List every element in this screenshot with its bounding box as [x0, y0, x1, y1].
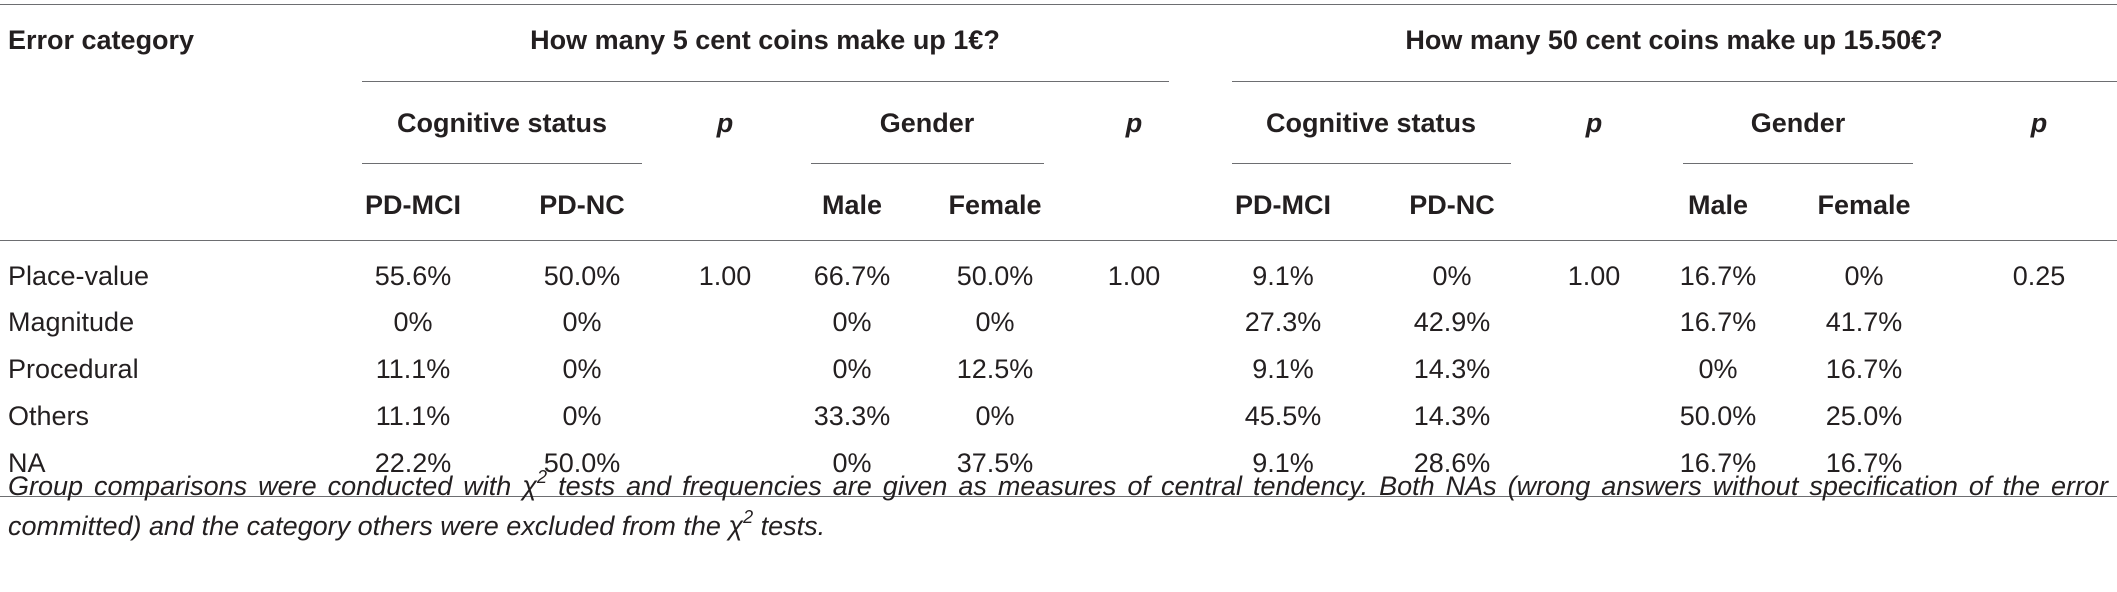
q1-cognitive-underline — [362, 163, 642, 164]
table-cell: 50.0% — [1679, 401, 1757, 431]
table-cell: 27.3% — [1244, 307, 1322, 337]
footnote-superscript-1: 2 — [537, 467, 548, 487]
table-cell: 16.7% — [1679, 307, 1757, 337]
row-label: Place-value — [8, 261, 150, 291]
error-category-header: Error category — [8, 25, 195, 55]
table-cell: 0% — [832, 448, 872, 478]
table-cell: 0% — [975, 401, 1015, 431]
q1-female-header: Female — [948, 190, 1042, 220]
q2-underline — [1232, 81, 2117, 82]
table-cell: 12.5% — [956, 354, 1034, 384]
table-cell: 55.6% — [374, 261, 452, 291]
q2-gender-header: Gender — [1750, 108, 1846, 138]
header-bottom-rule — [0, 240, 2117, 241]
q2-header: How many 50 cent coins make up 15.50€? — [1405, 25, 1943, 55]
table-cell: 25.0% — [1825, 401, 1903, 431]
table-cell: 14.3% — [1413, 401, 1491, 431]
q1-gender-underline — [811, 163, 1044, 164]
table-cell: 37.5% — [956, 448, 1034, 478]
q1-cognitive-status-header: Cognitive status — [396, 108, 608, 138]
q2-cognitive-underline — [1232, 163, 1511, 164]
table-cell: 1.00 — [698, 261, 752, 291]
table-cell: 66.7% — [813, 261, 891, 291]
table-cell: 50.0% — [956, 261, 1034, 291]
table-cell: 22.2% — [374, 448, 452, 478]
row-label: Procedural — [8, 354, 139, 384]
table-cell: 0% — [562, 354, 602, 384]
row-label: NA — [8, 448, 46, 478]
table-cell: 9.1% — [1252, 354, 1314, 384]
q2-gender-p-header: p — [2030, 108, 2048, 138]
table-cell: 0% — [1698, 354, 1738, 384]
table-cell: 0% — [1844, 261, 1884, 291]
q2-gender-underline — [1683, 163, 1913, 164]
table-cell: 11.1% — [375, 401, 451, 431]
table-cell: 16.7% — [1825, 354, 1903, 384]
table-cell: 1.00 — [1107, 261, 1161, 291]
table-cell: 41.7% — [1825, 307, 1903, 337]
footnote-text-3: tests. — [753, 511, 826, 541]
table-cell: 14.3% — [1413, 354, 1491, 384]
table-cell: 9.1% — [1252, 448, 1314, 478]
table-cell: 11.1% — [375, 354, 451, 384]
footnote-text-1: Group comparisons were conducted with χ — [8, 471, 538, 501]
table-cell: 0% — [832, 307, 872, 337]
q2-cognitive-p-header: p — [1585, 108, 1603, 138]
row-label: Magnitude — [8, 307, 135, 337]
table-top-rule — [0, 4, 2117, 5]
table-cell: 33.3% — [813, 401, 891, 431]
row-label: Others — [8, 401, 90, 431]
q2-pd-nc-header: PD-NC — [1409, 190, 1495, 220]
table-cell: 42.9% — [1413, 307, 1491, 337]
table-cell: 16.7% — [1679, 261, 1757, 291]
table-cell: 0% — [832, 354, 872, 384]
q1-pd-mci-header: PD-MCI — [365, 190, 461, 220]
table-cell: 0% — [393, 307, 433, 337]
table-footnote: Group comparisons were conducted with χ2… — [8, 466, 2108, 546]
q1-header: How many 5 cent coins make up 1€? — [530, 25, 1000, 55]
table-cell: 50.0% — [543, 448, 621, 478]
q2-cognitive-status-header: Cognitive status — [1265, 108, 1477, 138]
table-cell: 0% — [1432, 261, 1472, 291]
table-cell: 0% — [562, 307, 602, 337]
table-cell: 45.5% — [1244, 401, 1322, 431]
table-cell: 0.25 — [2012, 261, 2066, 291]
table-cell: 16.7% — [1679, 448, 1757, 478]
table-cell: 28.6% — [1413, 448, 1491, 478]
footnote-text-2: tests and frequencies are given as measu… — [8, 471, 2109, 541]
table-cell: 0% — [562, 401, 602, 431]
table-cell: 0% — [975, 307, 1015, 337]
q2-female-header: Female — [1817, 190, 1911, 220]
q1-underline — [362, 81, 1169, 82]
table-cell: 16.7% — [1825, 448, 1903, 478]
q1-gender-header: Gender — [879, 108, 975, 138]
q1-pd-nc-header: PD-NC — [539, 190, 625, 220]
q1-gender-p-header: p — [1125, 108, 1143, 138]
table-cell: 9.1% — [1252, 261, 1314, 291]
q2-pd-mci-header: PD-MCI — [1235, 190, 1331, 220]
table-bottom-rule — [0, 496, 2117, 497]
q1-male-header: Male — [821, 190, 883, 220]
q2-male-header: Male — [1687, 190, 1749, 220]
footnote-superscript-2: 2 — [743, 507, 754, 527]
table-cell: 1.00 — [1567, 261, 1621, 291]
q1-cognitive-p-header: p — [716, 108, 734, 138]
table-cell: 50.0% — [543, 261, 621, 291]
